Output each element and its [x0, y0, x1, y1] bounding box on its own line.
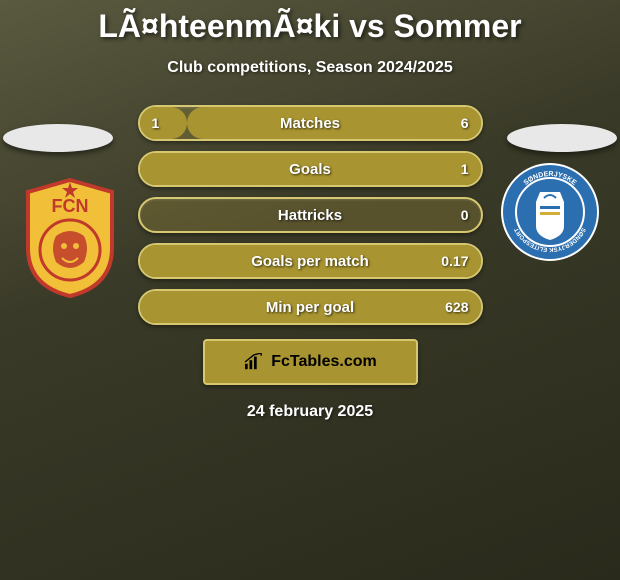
stat-row: Goals 1 [138, 151, 483, 187]
stat-row: Hattricks 0 [138, 197, 483, 233]
stat-label: Goals [289, 161, 331, 178]
stat-fill-left [140, 107, 188, 139]
stat-value-right: 1 [461, 161, 469, 177]
stat-value-right: 0 [461, 207, 469, 223]
club-badge-right: SØNDERJYSKE SØNDERJYSK ELITESPORT [500, 162, 600, 262]
stat-row: 1 Matches 6 [138, 105, 483, 141]
player-shadow-right [507, 124, 617, 152]
logo-text: FcTables.com [271, 353, 377, 371]
stat-label: Min per goal [266, 299, 354, 316]
stat-value-right: 6 [461, 115, 469, 131]
stat-label: Goals per match [251, 253, 369, 270]
stat-row: Goals per match 0.17 [138, 243, 483, 279]
stat-value-right: 628 [445, 299, 468, 315]
fctables-logo[interactable]: FcTables.com [203, 339, 418, 385]
stat-value-right: 0.17 [441, 253, 468, 269]
subtitle: Club competitions, Season 2024/2025 [0, 59, 620, 77]
player-shadow-left [3, 124, 113, 152]
stats-container: 1 Matches 6 Goals 1 Hattricks 0 Goals per match… [138, 105, 483, 325]
stat-label: Matches [280, 115, 340, 132]
svg-text:FCN: FCN [52, 196, 89, 216]
page-title: LÃ¤hteenmÃ¤ki vs Sommer [0, 0, 620, 45]
stat-value-left: 1 [152, 115, 160, 131]
date-text: 24 february 2025 [0, 403, 620, 421]
chart-icon [243, 353, 265, 371]
stat-label: Hattricks [278, 207, 342, 224]
club-badge-left: FCN [20, 178, 120, 298]
stat-row: Min per goal 628 [138, 289, 483, 325]
